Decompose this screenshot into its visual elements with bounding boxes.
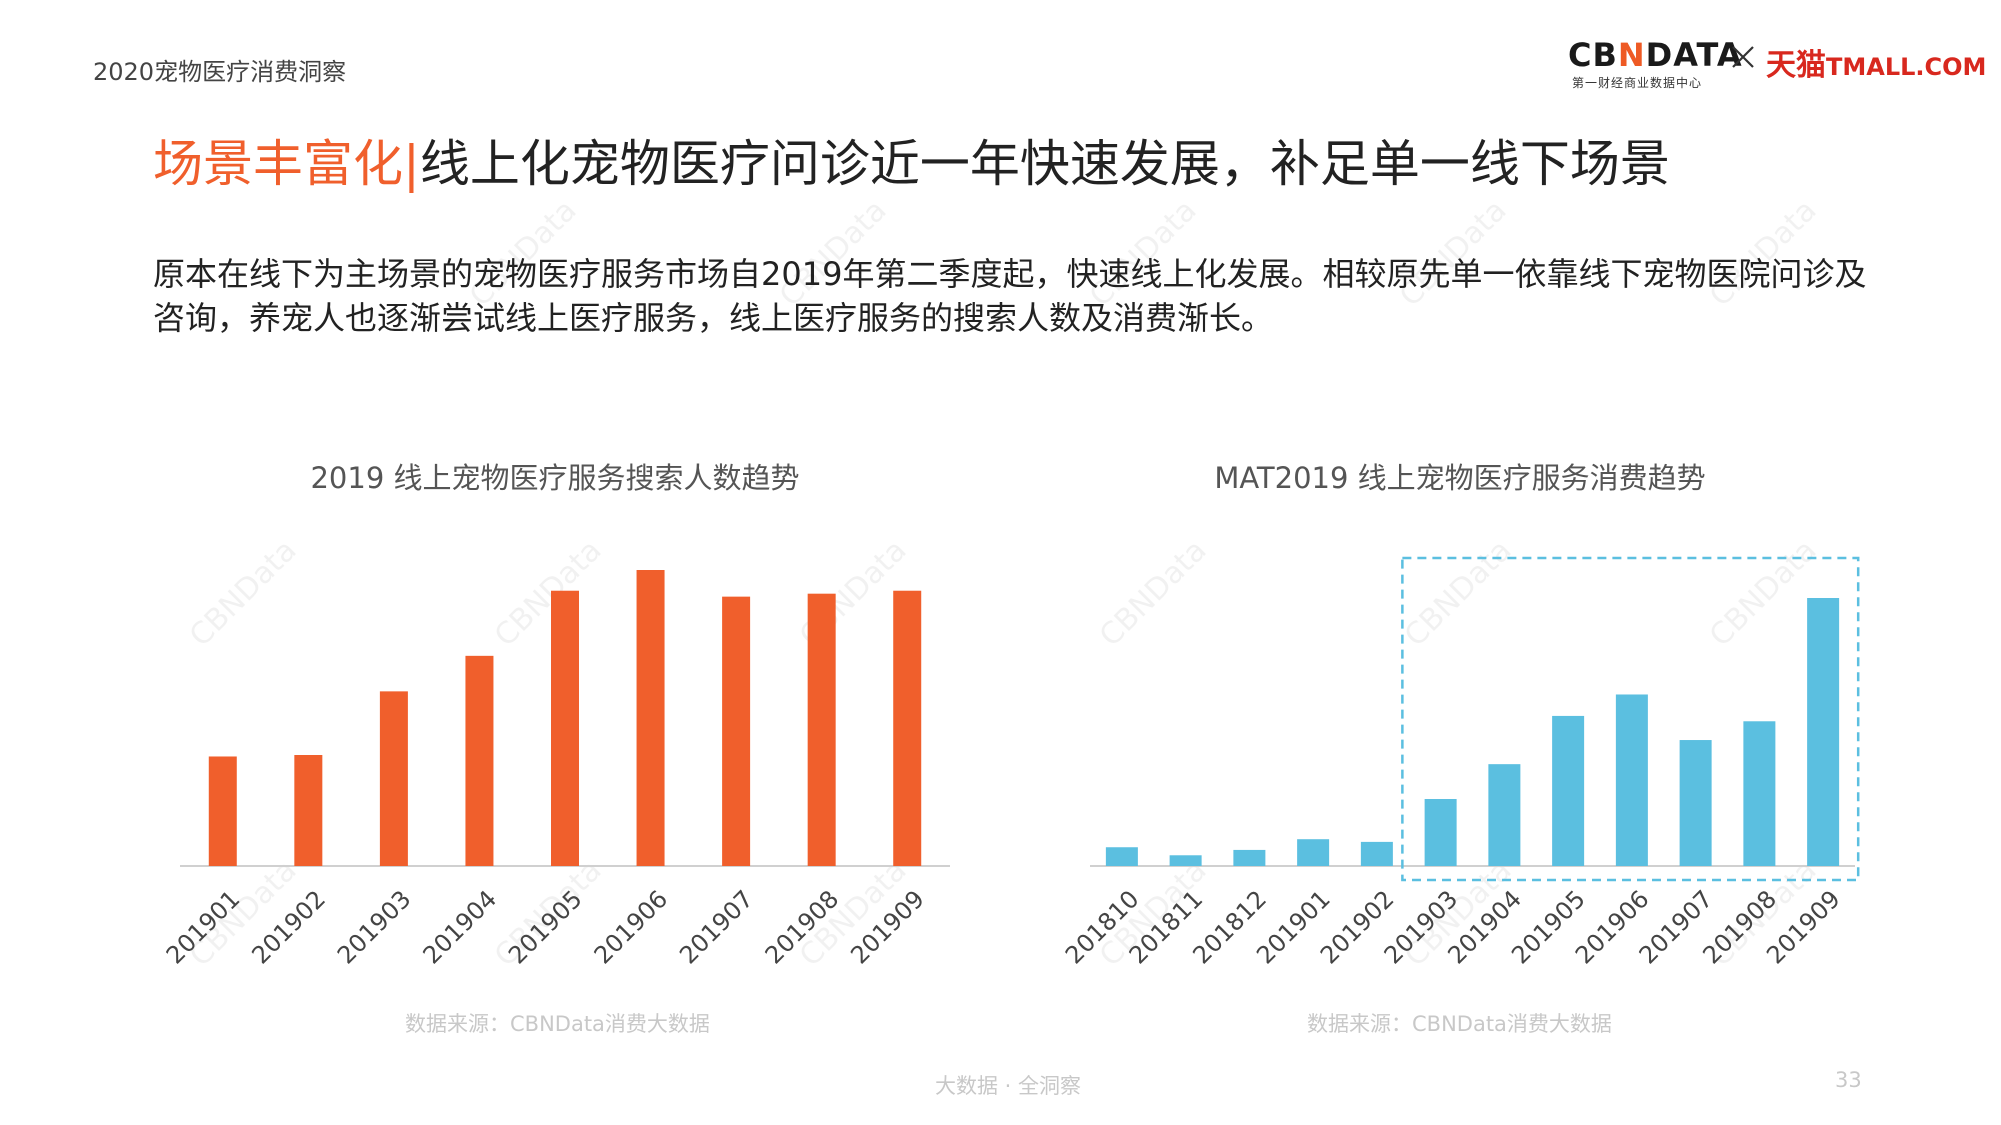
chart1-bar-201907 (722, 596, 751, 866)
chart2-bar-201903 (1424, 799, 1457, 866)
chart1-bar-201904 (465, 655, 494, 866)
headline-text: 线上化宠物医疗问诊近一年快速发展，补足单一线下场景 (419, 135, 1670, 193)
chart1-bar-201909 (893, 590, 922, 866)
chart1-title: 2019 线上宠物医疗服务搜索人数趋势 (310, 461, 800, 495)
headline: 场景丰富化|线上化宠物医疗问诊近一年快速发展，补足单一线下场景 (153, 124, 1670, 196)
chart1-tick-label: 201907 (674, 885, 759, 970)
chart2-bar-201812 (1233, 849, 1266, 866)
watermark-text: CBNData (1093, 533, 1214, 654)
cross-icon (1732, 46, 1754, 68)
chart1-bar-201901 (208, 756, 237, 866)
chart2-bar-201902 (1360, 841, 1393, 866)
report-title: 2020宠物医疗消费洞察 (93, 58, 347, 86)
chart2-bar-201905 (1552, 715, 1585, 866)
chart2-bar-201810 (1105, 847, 1138, 866)
tmall-cn: 天猫 (1766, 48, 1826, 83)
intro-paragraph: 原本在线下为主场景的宠物医疗服务市场自2019年第二季度起，快速线上化发展。相较… (153, 255, 1867, 337)
cbndata-subtitle: 第一财经商业数据中心 (1572, 76, 1703, 90)
chart2-bar-201901 (1297, 839, 1330, 866)
headline-separator: | (403, 135, 420, 193)
watermark-text: CBNData (1083, 193, 1204, 314)
chart1-bar-201903 (379, 691, 408, 866)
chart1-source: 数据来源：CBNData消费大数据 (405, 1012, 710, 1036)
chart2-bar-201907 (1679, 740, 1712, 866)
chart1-bar-201906 (636, 570, 665, 866)
cbn-suffix: DATA (1645, 36, 1743, 74)
cbn-accent: N (1617, 36, 1646, 74)
watermark-text: CBNData (1398, 533, 1519, 654)
chart1-tick-label: 201906 (589, 885, 674, 970)
chart1-bar-201905 (551, 590, 579, 866)
chart2-bar-201904 (1488, 764, 1521, 866)
chart2-highlight-box (1401, 556, 1860, 882)
watermark-text: CBNData (1703, 193, 1824, 314)
chart1-tick-label: 201904 (418, 885, 503, 970)
watermark-text: CBNData (183, 533, 304, 654)
tmall-en: TMALL.COM (1826, 53, 1987, 81)
chart2-source: 数据来源：CBNData消费大数据 (1307, 1012, 1612, 1036)
watermark-text: CBNData (1703, 533, 1824, 654)
chart2-bar-201906 (1615, 694, 1648, 866)
watermark-text: CBNData (773, 193, 894, 314)
chart1-bar-201908 (807, 593, 836, 866)
cbndata-logo: CBNDATA (1568, 36, 1743, 74)
chart1-bar-201902 (294, 755, 323, 866)
footer-tagline: 大数据 · 全洞察 (935, 1074, 1082, 1098)
brand-logos: CBNDATA 第一财经商业数据中心 天猫TMALL.COM (1568, 36, 1986, 90)
watermark-text: CBNData (488, 533, 609, 654)
tmall-logo: 天猫TMALL.COM (1766, 40, 1986, 84)
headline-highlight: 场景丰富化 (153, 135, 403, 193)
chart1-tick-label: 201903 (332, 885, 417, 970)
cbn-prefix: CB (1568, 36, 1618, 74)
watermark-text: CBNData (1393, 193, 1514, 314)
chart2-bar-201909 (1807, 598, 1840, 866)
watermark-text: CBNData (463, 193, 584, 314)
chart2-bar-201811 (1169, 855, 1202, 866)
page-number: 33 (1835, 1068, 1862, 1092)
chart2-bar-201908 (1743, 721, 1776, 866)
chart2-title: MAT2019 线上宠物医疗服务消费趋势 (1214, 461, 1706, 495)
